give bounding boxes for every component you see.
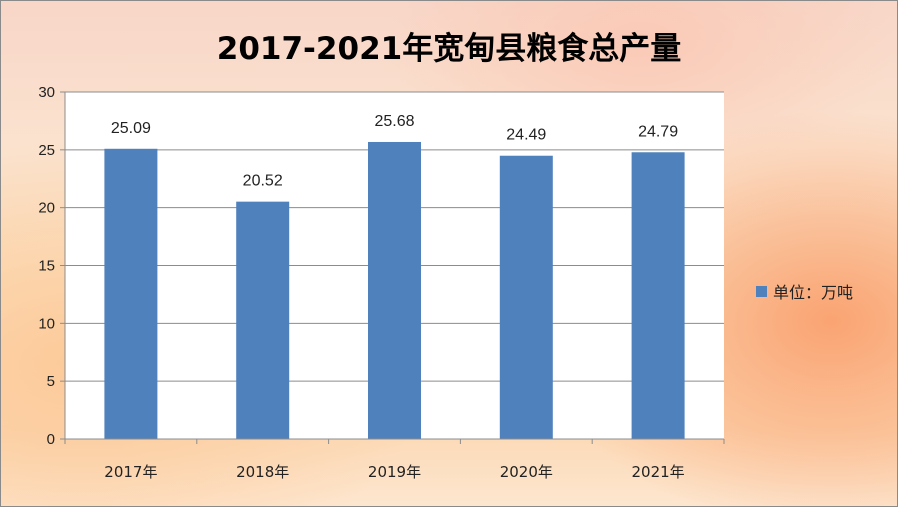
- y-tick-label: 15: [38, 258, 55, 275]
- bar: [368, 141, 421, 439]
- x-tick-label: 2021年: [632, 463, 685, 481]
- y-tick-label: 20: [38, 200, 55, 217]
- data-label: 24.49: [506, 127, 546, 144]
- y-tick-label: 5: [47, 373, 55, 390]
- legend-swatch: [756, 285, 767, 297]
- bar: [631, 152, 685, 439]
- x-tick-label: 2017年: [104, 463, 157, 481]
- data-label: 24.79: [638, 123, 678, 140]
- x-tick-label: 2019年: [368, 463, 421, 481]
- x-tick-label: 2020年: [500, 463, 553, 481]
- bar: [236, 201, 290, 439]
- data-labels: 25.09 20.52 25.68 24.49 24.79: [111, 113, 678, 190]
- data-label: 25.09: [111, 120, 151, 137]
- y-tick-label: 25: [38, 142, 55, 159]
- chart-title: 2017-2021年宽甸县粮食总产量: [216, 31, 682, 67]
- data-label: 20.52: [243, 173, 283, 190]
- y-tick-label: 10: [38, 315, 55, 332]
- legend: 单位：万吨: [756, 279, 853, 303]
- data-label: 25.68: [374, 113, 414, 130]
- y-tick-label: 0: [47, 431, 55, 448]
- x-tick-label: 2018年: [236, 463, 289, 481]
- bar: [499, 155, 553, 439]
- bars: [104, 141, 685, 439]
- y-tick-label: 30: [38, 84, 55, 101]
- bar: [104, 148, 158, 439]
- legend-label: 单位：万吨: [773, 283, 854, 302]
- axes: 0 5 10 15 20 25 30 2017年 2018年 2019年 2020年 2021年: [38, 84, 725, 481]
